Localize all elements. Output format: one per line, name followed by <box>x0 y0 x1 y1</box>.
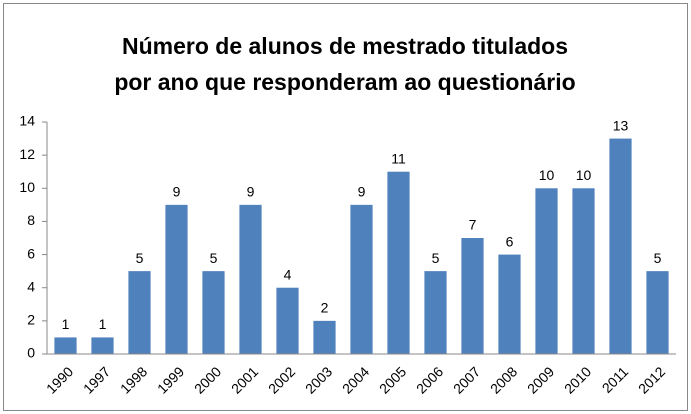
bar <box>535 188 558 354</box>
chart-title: Número de alunos de mestrado titulados <box>122 33 568 59</box>
data-label: 2 <box>321 300 329 316</box>
bar <box>572 188 595 354</box>
y-tick-label: 14 <box>19 113 35 129</box>
bar <box>498 254 521 354</box>
y-tick-label: 6 <box>27 245 35 261</box>
data-label: 10 <box>576 167 592 183</box>
data-label: 13 <box>613 117 629 133</box>
bar <box>609 138 632 354</box>
data-label: 7 <box>469 217 477 233</box>
bar <box>165 204 188 354</box>
data-label: 5 <box>136 250 144 266</box>
bar <box>239 204 262 354</box>
bar <box>313 320 336 354</box>
bar <box>128 271 151 354</box>
data-label: 9 <box>247 184 255 200</box>
y-tick-label: 2 <box>27 312 35 328</box>
y-tick-label: 10 <box>19 179 35 195</box>
data-label: 1 <box>62 316 70 332</box>
bar <box>91 337 114 354</box>
bar <box>387 171 410 354</box>
data-label: 10 <box>539 167 555 183</box>
data-label: 9 <box>173 184 181 200</box>
bar <box>350 204 373 354</box>
data-label: 6 <box>506 233 514 249</box>
bar <box>276 287 299 354</box>
data-label: 5 <box>432 250 440 266</box>
bar <box>646 271 669 354</box>
y-tick-label: 4 <box>27 278 35 294</box>
data-label: 5 <box>210 250 218 266</box>
bar <box>54 337 77 354</box>
chart-title: por ano que responderam ao questionário <box>114 69 575 95</box>
data-label: 4 <box>284 266 292 282</box>
bar <box>461 238 484 354</box>
data-label: 11 <box>391 150 406 166</box>
bar <box>424 271 447 354</box>
y-tick-label: 12 <box>19 146 35 162</box>
data-label: 5 <box>654 250 662 266</box>
bar <box>202 271 225 354</box>
data-label: 9 <box>358 184 366 200</box>
y-tick-label: 8 <box>27 212 35 228</box>
data-label: 1 <box>99 316 107 332</box>
y-tick-label: 0 <box>27 345 35 361</box>
